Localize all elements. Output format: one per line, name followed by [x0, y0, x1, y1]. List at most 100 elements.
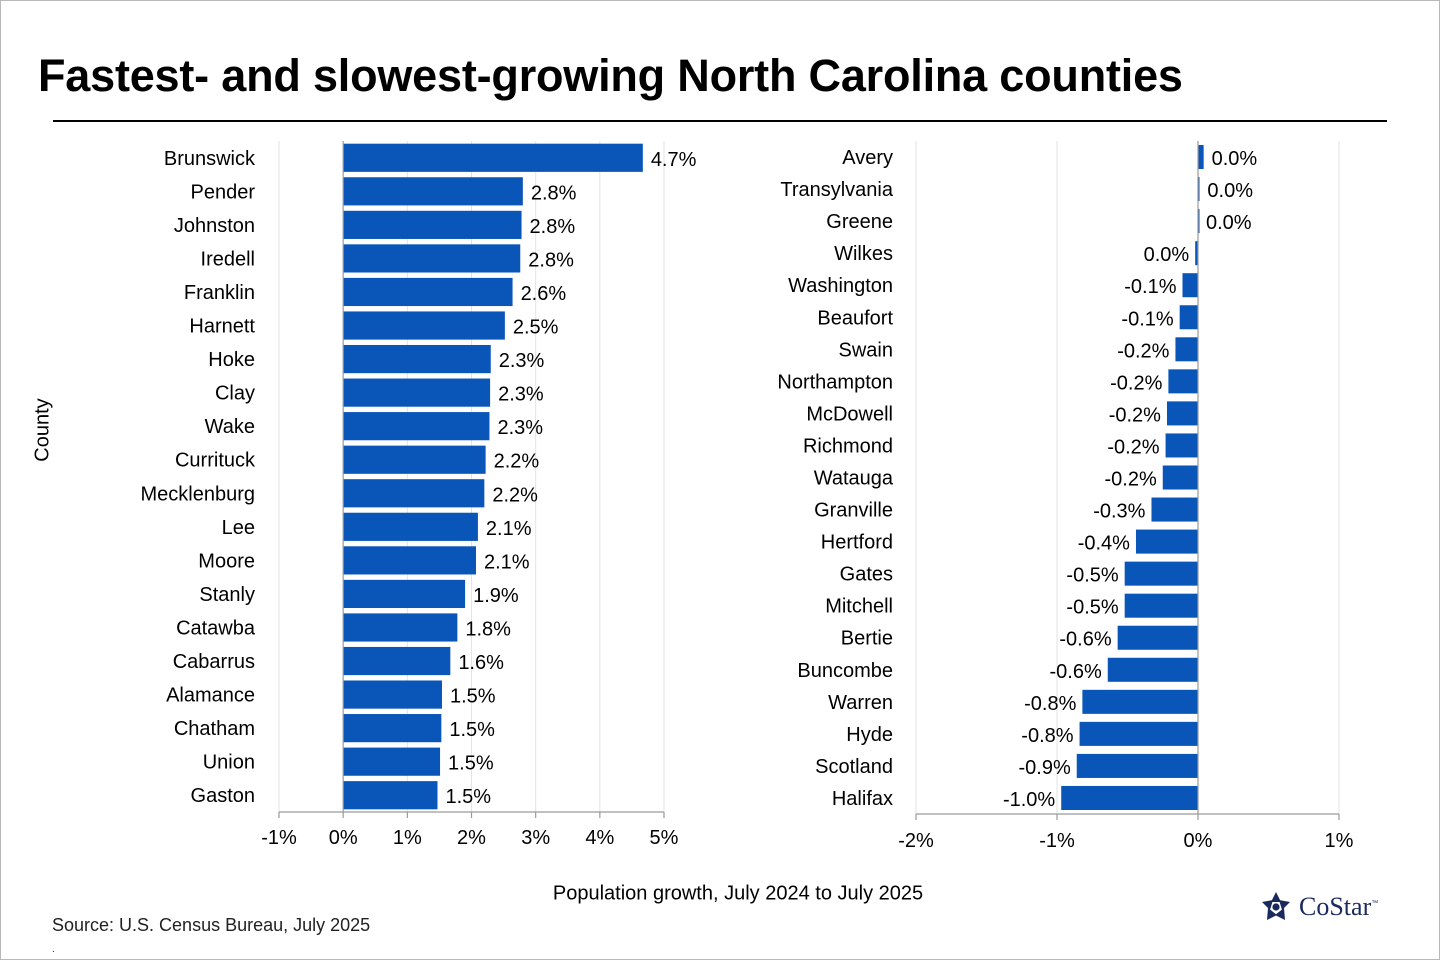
costar-logo: CoStar ™ — [1259, 890, 1378, 924]
left-category-label-1: Pender — [191, 181, 256, 203]
logo-wordmark: CoStar — [1299, 892, 1372, 921]
right-bar-7 — [1168, 369, 1198, 394]
right-category-label-4: Washington — [788, 275, 893, 297]
right-category-label-3: Wilkes — [834, 243, 893, 265]
left-bar-16 — [343, 680, 442, 709]
left-category-label-10: Mecklenburg — [140, 483, 255, 505]
left-bar-17 — [343, 714, 442, 743]
right-category-label-0: Avery — [842, 147, 893, 169]
left-bar-19 — [343, 781, 438, 810]
left-data-label-8: 2.3% — [497, 417, 543, 439]
left-category-label-15: Cabarrus — [173, 651, 255, 673]
right-x-tick-label-2: 0% — [1184, 830, 1213, 852]
left-bar-0 — [343, 143, 643, 172]
left-bar-6 — [343, 344, 491, 374]
source-note: Source: U.S. Census Bureau, July 2025 — [52, 915, 371, 935]
left-bar-13 — [343, 579, 466, 609]
left-category-label-7: Clay — [215, 383, 255, 405]
left-data-label-14: 1.8% — [465, 618, 511, 640]
right-bar-15 — [1117, 625, 1198, 650]
left-x-tick-label-6: 5% — [650, 827, 679, 849]
left-category-label-8: Wake — [205, 416, 255, 438]
left-bar-3 — [343, 244, 521, 273]
left-bar-5 — [343, 311, 505, 340]
right-bar-4 — [1182, 273, 1198, 298]
left-category-label-2: Johnston — [174, 215, 255, 237]
left-data-label-18: 1.5% — [448, 753, 494, 775]
left-bar-12 — [343, 546, 476, 575]
chart-title: Fastest- and slowest-growing North Carol… — [38, 50, 1183, 101]
left-data-label-10: 2.2% — [492, 484, 538, 506]
logo-trademark: ™ — [1371, 900, 1379, 907]
right-data-label-4: -0.1% — [1124, 276, 1176, 298]
right-category-label-2: Greene — [826, 211, 893, 233]
left-bar-10 — [343, 479, 485, 508]
left-category-label-17: Chatham — [174, 718, 255, 740]
right-category-label-1: Transylvania — [780, 179, 894, 201]
right-data-label-20: -1.0% — [1003, 789, 1055, 811]
right-data-label-19: -0.9% — [1018, 757, 1070, 779]
left-category-label-13: Stanly — [199, 584, 255, 606]
right-data-label-18: -0.8% — [1021, 725, 1073, 747]
right-bar-11 — [1151, 497, 1198, 522]
right-category-label-10: Watauga — [814, 468, 894, 490]
right-data-label-5: -0.1% — [1121, 308, 1173, 330]
left-data-label-15: 1.6% — [458, 652, 504, 674]
left-data-label-1: 2.8% — [531, 182, 577, 204]
left-data-label-3: 2.8% — [528, 249, 574, 271]
left-data-label-13: 1.9% — [473, 585, 519, 607]
right-bar-1 — [1198, 177, 1200, 202]
right-bar-13 — [1124, 561, 1198, 586]
right-data-label-9: -0.2% — [1107, 436, 1159, 458]
right-category-label-16: Buncombe — [797, 660, 893, 682]
left-x-tick-label-5: 4% — [585, 827, 614, 849]
left-data-label-6: 2.3% — [499, 350, 545, 372]
right-category-label-18: Hyde — [846, 724, 893, 746]
right-category-label-5: Beaufort — [817, 307, 893, 329]
right-category-label-17: Warren — [828, 692, 893, 714]
left-data-label-16: 1.5% — [450, 686, 496, 708]
right-data-label-17: -0.8% — [1024, 693, 1076, 715]
left-category-label-16: Alamance — [166, 685, 255, 707]
right-bar-2 — [1198, 209, 1200, 234]
right-data-label-8: -0.2% — [1109, 404, 1161, 426]
right-bar-0 — [1198, 145, 1204, 170]
left-data-label-4: 2.6% — [521, 283, 567, 305]
right-bar-10 — [1162, 465, 1198, 490]
left-category-label-3: Iredell — [201, 248, 255, 270]
left-bar-7 — [343, 378, 491, 407]
left-bar-14 — [343, 613, 458, 642]
left-category-label-11: Lee — [222, 517, 255, 539]
right-bar-14 — [1124, 593, 1198, 618]
right-data-label-2: 0.0% — [1206, 212, 1252, 234]
right-bar-20 — [1061, 785, 1198, 810]
right-data-label-16: -0.6% — [1050, 661, 1102, 683]
right-data-label-0: 0.0% — [1212, 148, 1258, 170]
left-x-tick-label-0: -1% — [261, 827, 297, 849]
left-bar-8 — [343, 412, 490, 441]
right-bar-3 — [1195, 241, 1198, 266]
right-category-label-15: Bertie — [841, 628, 893, 650]
left-x-tick-label-2: 1% — [393, 827, 422, 849]
right-bar-8 — [1166, 401, 1198, 426]
left-category-label-14: Catawba — [176, 617, 256, 639]
left-category-label-9: Currituck — [175, 450, 256, 472]
right-bar-9 — [1165, 433, 1198, 458]
footnote-mark: . — [52, 944, 55, 955]
right-category-label-11: Granville — [814, 500, 893, 522]
title-divider — [53, 120, 1387, 122]
right-x-tick-label-1: -1% — [1039, 830, 1075, 852]
right-data-label-14: -0.5% — [1066, 597, 1118, 619]
left-data-label-12: 2.1% — [484, 551, 530, 573]
right-data-label-13: -0.5% — [1066, 565, 1118, 587]
right-data-label-3: 0.0% — [1144, 244, 1190, 266]
y-axis-label: County — [31, 398, 54, 462]
left-x-tick-label-3: 2% — [457, 827, 486, 849]
right-bar-16 — [1107, 657, 1198, 682]
left-bar-9 — [343, 445, 486, 474]
right-category-label-6: Swain — [839, 339, 893, 361]
left-bar-18 — [343, 747, 441, 776]
left-category-label-5: Harnett — [189, 316, 255, 338]
right-category-label-13: Gates — [840, 564, 893, 586]
